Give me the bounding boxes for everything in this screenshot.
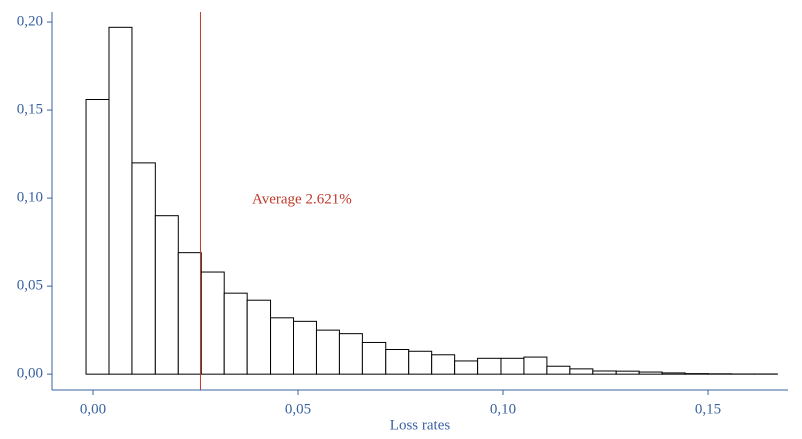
y-tick-label: 0,15 bbox=[17, 102, 43, 118]
bar bbox=[223, 292, 248, 375]
bar bbox=[592, 370, 617, 375]
bar bbox=[615, 370, 640, 375]
bar bbox=[523, 356, 548, 375]
bar bbox=[154, 215, 179, 375]
x-tick-label: 0,00 bbox=[80, 401, 106, 417]
bar bbox=[661, 372, 686, 375]
bar bbox=[200, 271, 225, 375]
x-axis-title: Loss rates bbox=[390, 417, 451, 433]
bar bbox=[684, 373, 709, 375]
x-tick-label: 0,05 bbox=[285, 401, 311, 417]
bar bbox=[477, 357, 502, 375]
y-tick-label: 0,05 bbox=[17, 278, 43, 294]
bar bbox=[293, 320, 317, 375]
bar bbox=[638, 371, 663, 375]
x-tick-label: 0,15 bbox=[695, 401, 721, 417]
bar bbox=[270, 317, 295, 375]
bar bbox=[85, 99, 110, 375]
bar bbox=[569, 368, 594, 375]
bar bbox=[338, 333, 363, 375]
bar bbox=[500, 357, 525, 375]
bar bbox=[454, 360, 479, 375]
bar bbox=[431, 354, 456, 375]
average-label: Average 2.621% bbox=[252, 191, 352, 207]
bar bbox=[108, 26, 133, 375]
y-tick-label: 0,00 bbox=[17, 366, 43, 382]
bar bbox=[131, 162, 156, 375]
y-tick-label: 0,20 bbox=[17, 13, 43, 29]
bar bbox=[246, 299, 272, 375]
bar bbox=[546, 365, 571, 375]
bar bbox=[361, 341, 387, 375]
y-tick-label: 0,10 bbox=[17, 190, 43, 206]
bar bbox=[177, 252, 202, 375]
bar bbox=[408, 350, 433, 375]
x-tick-label: 0,10 bbox=[490, 401, 516, 417]
bar bbox=[315, 329, 340, 375]
bar bbox=[385, 349, 410, 375]
